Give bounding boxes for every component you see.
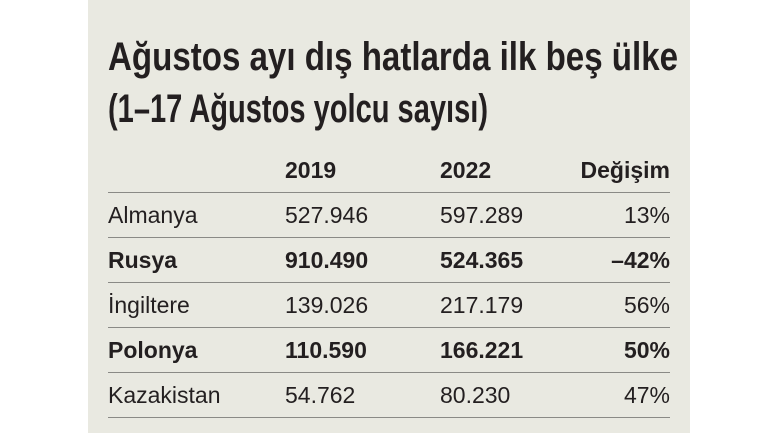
value-cell: 524.365 (440, 237, 570, 283)
column-header: 2019 (285, 156, 337, 183)
column-header: Değişim (580, 156, 670, 183)
title: Ağustos ayı dış hatlarda ilk beş ülke (108, 35, 678, 79)
table-row: Rusya 910.490 524.365 –42% (108, 237, 670, 283)
value-cell: 110.590 (285, 327, 440, 373)
value-cell: –42% (570, 237, 670, 283)
value-cell: 54.762 (285, 372, 440, 418)
value-cell: 217.179 (440, 282, 570, 328)
title-svg: Ağustos ayı dış hatlarda ilk beş ülke (1… (108, 35, 678, 131)
value-cell: 13% (570, 192, 670, 238)
table-row: Polonya 110.590 166.221 50% (108, 327, 670, 373)
header-row: 2019 2022 Değişim (108, 148, 670, 193)
table-row: İngiltere 139.026 217.179 56% (108, 282, 670, 328)
value-cell: 56% (570, 282, 670, 328)
value-cell: 47% (570, 372, 670, 418)
country-cell: Almanya (108, 192, 285, 238)
value-cell: 139.026 (285, 282, 440, 328)
country-cell: Kazakistan (108, 372, 285, 418)
table-row: Kazakistan 54.762 80.230 47% (108, 372, 670, 418)
value-cell: 597.289 (440, 192, 570, 238)
column-header (108, 148, 285, 193)
column-header: 2022 (440, 156, 492, 183)
country-cell: Polonya (108, 327, 285, 373)
value-cell: 910.490 (285, 237, 440, 283)
data-table: 2019 2022 Değişim Almanya 527.946 597.289 13%… (108, 148, 670, 418)
value-cell: 80.230 (440, 372, 570, 418)
table-body: Almanya 527.946 597.289 13% Rusya 910.490 524.… (108, 192, 670, 418)
country-cell: İngiltere (108, 282, 285, 328)
infographic-panel: Ağustos ayı dış hatlarda ilk beş ülke (1… (88, 0, 690, 433)
table-row: Almanya 527.946 597.289 13% (108, 192, 670, 238)
value-cell: 527.946 (285, 192, 440, 238)
value-cell: 166.221 (440, 327, 570, 373)
subtitle: (1–17 Ağustos yolcu sayısı) (108, 87, 488, 131)
country-cell: Rusya (108, 237, 285, 283)
value-cell: 50% (570, 327, 670, 373)
